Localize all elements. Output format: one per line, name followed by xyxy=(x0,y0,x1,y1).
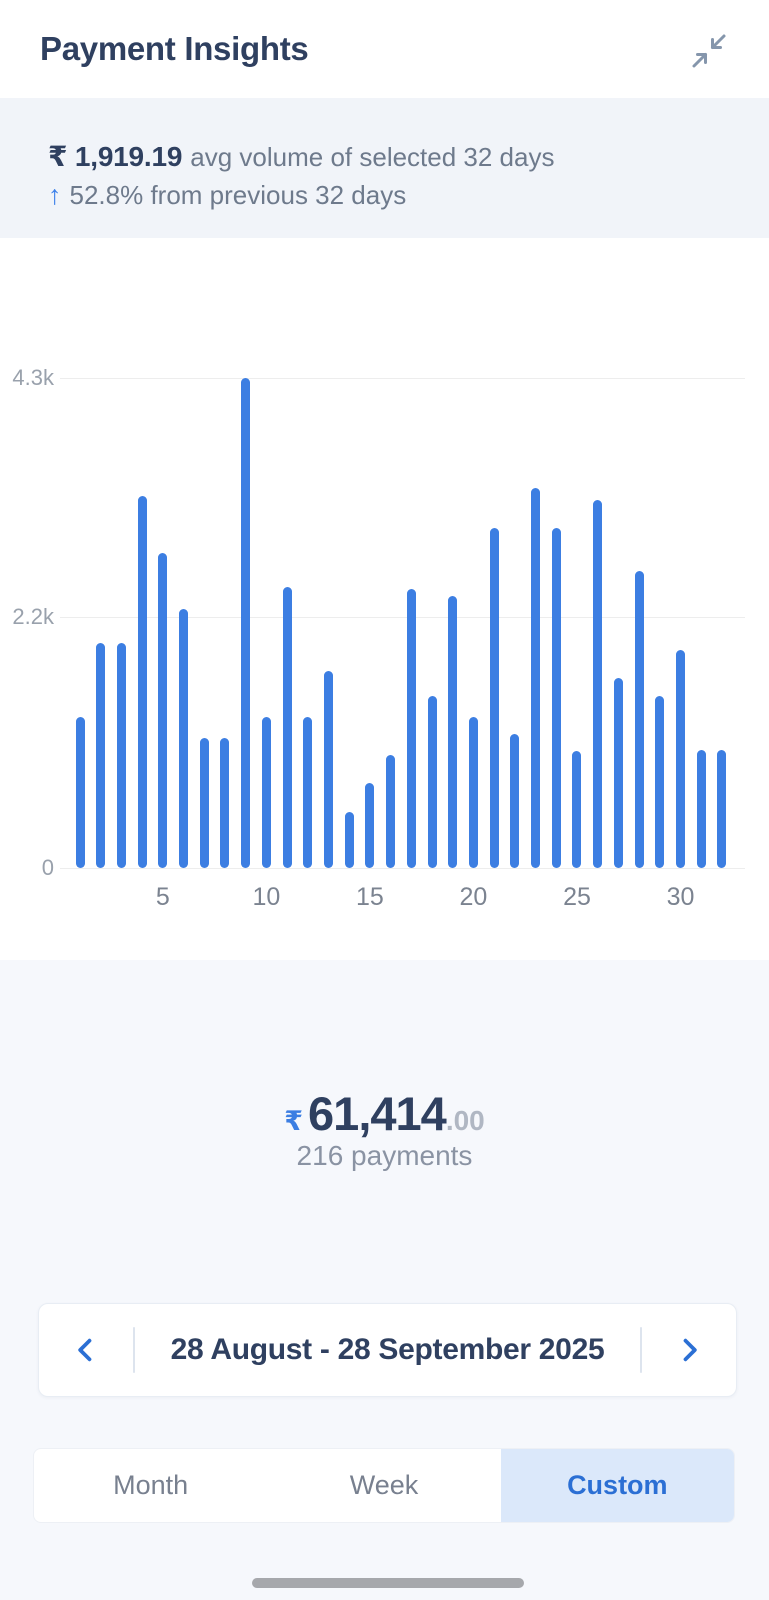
bar[interactable] xyxy=(489,527,499,868)
x-axis-tick-label: 30 xyxy=(666,883,695,911)
tab-month[interactable]: Month xyxy=(113,1470,189,1500)
divider xyxy=(133,1327,135,1373)
gridline xyxy=(60,868,745,869)
y-axis-tick-label: 2.2k xyxy=(12,604,54,630)
bar[interactable] xyxy=(386,754,396,868)
bar[interactable] xyxy=(220,737,230,868)
bar[interactable] xyxy=(613,678,623,868)
summary-banner: ₹ 1,919.19 avg volume of selected 32 days… xyxy=(0,98,769,238)
range-tabs: Month Week Custom xyxy=(33,1448,735,1523)
date-range-selector: 28 August - 28 September 2025 xyxy=(38,1303,737,1397)
bar[interactable] xyxy=(510,733,520,868)
bar[interactable] xyxy=(303,717,313,868)
bar-chart: 4.3k 2.2k 0 5 10 15 20 25 30 xyxy=(0,238,769,960)
total-amount: 61,414 xyxy=(308,1087,447,1140)
page-title: Payment Insights xyxy=(40,30,309,67)
home-indicator[interactable] xyxy=(252,1578,524,1588)
bar[interactable] xyxy=(282,586,292,868)
bar[interactable] xyxy=(158,553,168,868)
bar[interactable] xyxy=(344,812,354,868)
avg-volume-value: ₹ 1,919.19 xyxy=(48,141,183,172)
bar[interactable] xyxy=(75,717,85,868)
bar[interactable] xyxy=(365,782,375,868)
gridline xyxy=(60,378,745,379)
bar[interactable] xyxy=(696,749,706,868)
x-axis-tick-label: 5 xyxy=(155,883,170,911)
chevron-left-icon xyxy=(78,1338,92,1362)
bar[interactable] xyxy=(96,642,106,868)
header: Payment Insights xyxy=(0,0,769,98)
bar[interactable] xyxy=(323,670,333,868)
bar[interactable] xyxy=(655,695,665,868)
rupee-symbol: ₹ xyxy=(284,1106,304,1136)
bar[interactable] xyxy=(634,571,644,868)
trend-text: 52.8% from previous 32 days xyxy=(69,180,407,210)
tab-custom[interactable]: Custom xyxy=(500,1449,734,1522)
trend-up-arrow-icon: ↑ xyxy=(48,180,62,210)
footer-panel: ₹ 61,414 .00 216 payments 28 August - 28… xyxy=(0,960,769,1600)
bar[interactable] xyxy=(676,650,686,868)
gridline xyxy=(60,617,745,619)
avg-volume-caption: avg volume of selected 32 days xyxy=(190,142,555,172)
chevron-right-icon xyxy=(683,1338,697,1362)
bar[interactable] xyxy=(137,495,147,868)
bar[interactable] xyxy=(551,527,561,868)
previous-range-button[interactable] xyxy=(39,1304,133,1396)
next-range-button[interactable] xyxy=(642,1304,736,1396)
x-axis-tick-label: 25 xyxy=(563,883,591,911)
bar[interactable] xyxy=(116,642,126,868)
x-axis-tick-label: 15 xyxy=(356,883,384,911)
collapse-button[interactable] xyxy=(689,32,729,72)
trend-line: ↑ 52.8% from previous 32 days xyxy=(48,180,406,211)
bar[interactable] xyxy=(427,695,437,868)
divider xyxy=(640,1327,642,1373)
bar[interactable] xyxy=(717,749,727,868)
avg-volume-line: ₹ 1,919.19 avg volume of selected 32 days xyxy=(48,140,554,173)
bar[interactable] xyxy=(241,378,251,868)
bar[interactable] xyxy=(406,588,416,868)
bar[interactable] xyxy=(199,737,209,868)
bar[interactable] xyxy=(531,487,541,868)
bar[interactable] xyxy=(593,499,603,868)
tab-week[interactable]: Week xyxy=(349,1470,419,1500)
date-range-label: 28 August - 28 September 2025 xyxy=(170,1333,605,1366)
total-volume: ₹ 61,414 .00 xyxy=(0,1090,769,1137)
y-axis-tick-label: 0 xyxy=(41,855,54,880)
x-axis-tick-label: 20 xyxy=(459,883,488,911)
y-axis-tick-label: 4.3k xyxy=(12,365,54,390)
total-amount-fraction: .00 xyxy=(445,1105,485,1136)
bar[interactable] xyxy=(468,717,478,868)
bar[interactable] xyxy=(572,750,582,868)
collapse-arrows-icon xyxy=(692,34,726,67)
bar[interactable] xyxy=(261,717,271,868)
payments-count: 216 payments xyxy=(296,1140,473,1171)
bar[interactable] xyxy=(448,595,458,868)
bar[interactable] xyxy=(179,608,189,868)
x-axis-tick-label: 10 xyxy=(252,883,281,911)
